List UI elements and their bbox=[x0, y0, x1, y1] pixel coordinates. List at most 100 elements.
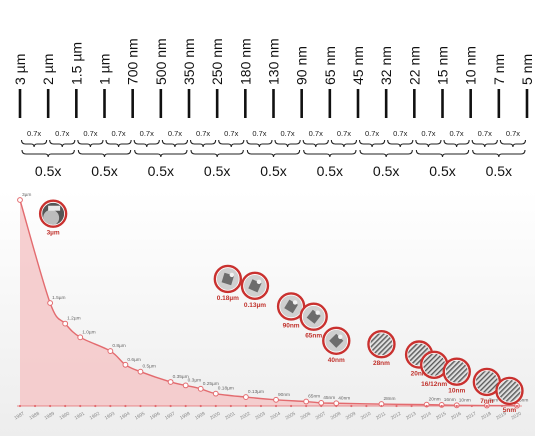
node-label: 350 nm bbox=[181, 38, 197, 85]
data-label: 0.18µm bbox=[218, 386, 234, 392]
micrograph-stripe bbox=[408, 343, 426, 366]
badge-chip-photo-icon bbox=[322, 326, 351, 355]
micrograph-stripe bbox=[475, 370, 498, 393]
badge-image bbox=[280, 295, 303, 318]
x-tick-label: 2019 bbox=[495, 411, 508, 422]
node-label: 1 µm bbox=[97, 54, 113, 85]
step-factor-label: 0.7x bbox=[478, 129, 492, 138]
node-label: 32 nm bbox=[378, 46, 394, 85]
data-point bbox=[77, 334, 84, 341]
node-label: 45 nm bbox=[350, 46, 366, 85]
data-label: 0.8µm bbox=[112, 343, 125, 349]
micrograph-stripe-dark bbox=[510, 379, 521, 402]
small-brace bbox=[415, 139, 442, 148]
small-brace bbox=[218, 139, 245, 148]
micrograph-stripe-dark bbox=[382, 333, 393, 356]
micrograph-stripe bbox=[475, 370, 489, 393]
micrograph-stripe bbox=[412, 343, 431, 366]
step-factor-label: 0.7x bbox=[140, 129, 154, 138]
large-brace bbox=[134, 149, 188, 158]
data-point bbox=[107, 348, 114, 354]
micrograph-stripe-dark bbox=[429, 353, 446, 376]
badge-label: 3µm bbox=[47, 230, 60, 237]
data-point bbox=[318, 400, 325, 406]
data-label: 65nm bbox=[308, 394, 320, 400]
x-tick-label: 2017 bbox=[465, 411, 478, 422]
pair-factor-label: 0.5x bbox=[317, 163, 343, 179]
pair-factor-label: 0.5x bbox=[204, 163, 230, 179]
micrograph-stripe bbox=[498, 379, 512, 402]
data-point bbox=[197, 385, 204, 392]
badge-label: 10nm bbox=[448, 388, 465, 395]
micrograph-stripe-dark bbox=[423, 353, 433, 376]
micrograph-stripe bbox=[475, 370, 494, 393]
node-scaling-svg: 3 µm 2 µm 1.5 µm 1 µm 700 nm 500 nm 350 nm 250 … bbox=[12, 38, 535, 179]
x-tick bbox=[139, 404, 142, 408]
small-brace bbox=[246, 139, 273, 148]
badge-label: 90nm bbox=[283, 322, 300, 329]
node-label: 250 nm bbox=[209, 38, 225, 85]
data-point bbox=[303, 398, 310, 405]
small-brace bbox=[20, 139, 48, 148]
badge-wafer-die-photo-icon bbox=[38, 199, 68, 228]
micrograph-stripe-dark bbox=[434, 353, 446, 376]
micrograph-stripe-dark bbox=[498, 379, 513, 402]
x-tick bbox=[214, 404, 217, 408]
x-tick-label: 1992 bbox=[89, 411, 102, 422]
x-tick-label: 2000 bbox=[209, 411, 222, 422]
badge-label: 0.13µm bbox=[244, 302, 266, 309]
x-tick-label: 2001 bbox=[224, 411, 237, 422]
x-tick bbox=[440, 404, 443, 408]
node-label: 5 nm bbox=[519, 54, 535, 85]
data-point bbox=[122, 361, 129, 368]
data-label: 3µm bbox=[22, 192, 31, 198]
x-tick bbox=[79, 404, 82, 408]
x-tick bbox=[395, 404, 398, 408]
micrograph-stripe bbox=[374, 333, 393, 356]
x-tick bbox=[49, 404, 52, 408]
data-point bbox=[212, 390, 219, 397]
small-brace bbox=[302, 139, 329, 148]
badge-label: 28nm bbox=[373, 360, 390, 367]
x-tick-label: 1993 bbox=[104, 411, 117, 422]
x-tick bbox=[455, 404, 458, 408]
data-point bbox=[182, 382, 189, 389]
x-tick bbox=[18, 404, 22, 408]
x-tick-label: 1997 bbox=[164, 411, 177, 422]
data-label: 20nm bbox=[429, 397, 441, 403]
micrograph-stripe bbox=[485, 370, 498, 393]
x-tick bbox=[470, 404, 473, 408]
badge-image bbox=[216, 267, 239, 290]
x-tick-label: 1990 bbox=[59, 411, 72, 422]
x-tick bbox=[305, 404, 308, 408]
step-factor-label: 0.7x bbox=[337, 129, 351, 138]
micrograph-stripe bbox=[423, 353, 446, 376]
x-tick bbox=[33, 404, 37, 408]
x-tick-label: 1998 bbox=[179, 411, 192, 422]
micrograph-stripe bbox=[498, 379, 517, 402]
micrograph-stripe-dark bbox=[377, 333, 393, 356]
badge-chip-photo-icon bbox=[276, 292, 306, 321]
badge-image bbox=[325, 329, 348, 352]
step-factor-label: 0.7x bbox=[55, 129, 69, 138]
small-brace bbox=[133, 139, 160, 148]
step-factor-label: 0.7x bbox=[83, 129, 97, 138]
step-factor-label: 0.7x bbox=[224, 129, 238, 138]
node-label: 180 nm bbox=[237, 38, 253, 85]
small-brace bbox=[49, 139, 76, 148]
micrograph-stripe bbox=[384, 333, 393, 356]
small-brace bbox=[274, 139, 301, 148]
micrograph-stripe-dark bbox=[445, 360, 461, 383]
micrograph-stripe-dark bbox=[487, 370, 498, 393]
x-tick-label: 2007 bbox=[315, 411, 328, 422]
badge-label: 16/12nm bbox=[421, 381, 447, 388]
micrograph-stripe-dark bbox=[370, 333, 385, 356]
pair-factor-label: 0.5x bbox=[148, 163, 174, 179]
small-brace bbox=[161, 139, 189, 148]
series-line bbox=[19, 199, 518, 407]
x-tick bbox=[500, 404, 504, 408]
x-tick bbox=[365, 404, 368, 408]
step-factor-label: 0.7x bbox=[252, 129, 266, 138]
large-brace bbox=[190, 149, 244, 158]
micrograph-stripe bbox=[432, 353, 446, 376]
